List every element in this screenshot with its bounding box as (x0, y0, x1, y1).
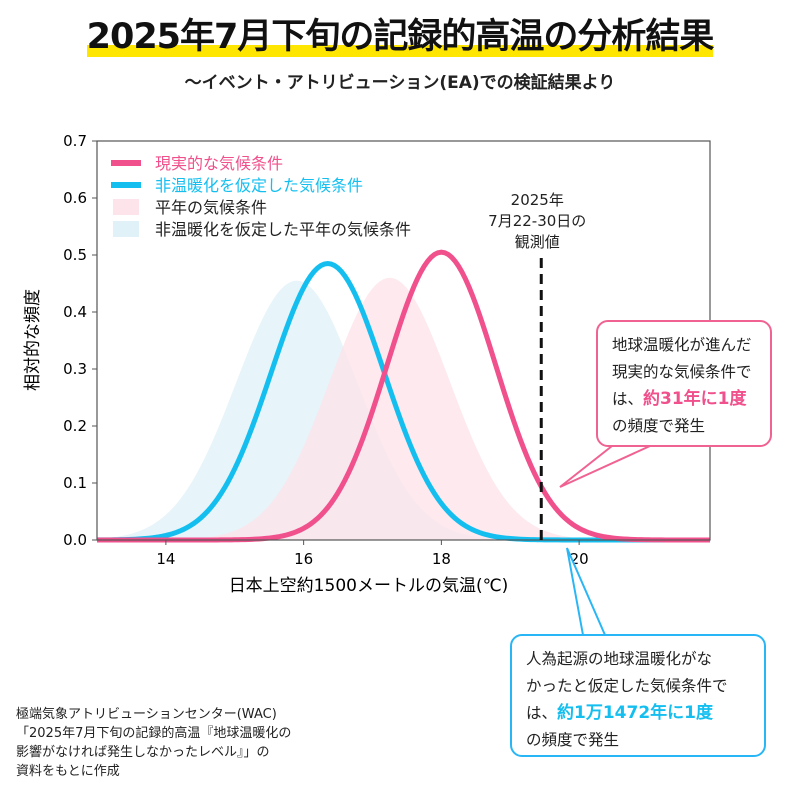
title-text: 2025年7月下旬の記録的高温の分析結果 (86, 17, 714, 57)
source-line: 資料をもとに作成 (16, 764, 120, 779)
y-tick-label: 0.4 (63, 303, 87, 321)
legend-label: 現実的な気候条件 (155, 154, 283, 173)
legend-label: 非温暖化を仮定した平年の気候条件 (155, 220, 411, 239)
source-line: 極端気象アトリビューションセンター(WAC) (16, 707, 277, 722)
x-tick-label: 18 (432, 550, 451, 568)
area-series (97, 277, 710, 540)
observed-label: 観測値 (515, 233, 560, 251)
legend-swatch (111, 182, 141, 188)
legend-swatch (111, 160, 141, 166)
source-line: 「2025年7月下旬の記録的高温『地球温暖化の (16, 726, 292, 741)
y-axis-label: 相対的な頻度 (23, 289, 43, 391)
callout-line: かったと仮定した気候条件で (526, 677, 728, 695)
subtitle: 〜イベント・アトリビューション(EA)での検証結果より (184, 73, 616, 93)
y-tick-label: 0.6 (63, 189, 87, 207)
callout-suffix: の頻度で発生 (526, 731, 620, 749)
callout-line: 地球温暖化が進んだ (612, 336, 752, 354)
legend-label: 非温暖化を仮定した気候条件 (155, 176, 363, 195)
page-title: 2025年7月下旬の記録的高温の分析結果 (0, 8, 800, 59)
source-note: 極端気象アトリビューションセンター(WAC) 「2025年7月下旬の記録的高温『… (16, 705, 291, 781)
callout-actual-tail (559, 445, 651, 488)
callout-line: 現実的な気候条件で (612, 363, 752, 381)
y-tick-label: 0.0 (63, 531, 87, 549)
callout-prefix: は、 (526, 704, 558, 722)
callout-nonwarming-tail (566, 547, 606, 636)
y-tick-label: 0.1 (63, 474, 87, 492)
legend-swatch (113, 221, 139, 237)
observed-label: 2025年 (511, 191, 564, 209)
x-tick-label: 16 (294, 550, 313, 568)
y-tick-label: 0.7 (63, 132, 87, 150)
y-tick-label: 0.5 (63, 246, 87, 264)
callout-highlight: 約31年に1度 (643, 389, 747, 409)
callout-nonwarming: 人為起源の地球温暖化がな かったと仮定した気候条件で は、約1万1472年に1度… (510, 634, 766, 757)
x-tick-label: 14 (156, 550, 175, 568)
observed-label: 7月22-30日の (488, 212, 586, 230)
legend-swatch (113, 199, 139, 215)
area-series (97, 280, 710, 540)
callout-line: 人為起源の地球温暖化がな (526, 650, 713, 668)
y-tick-label: 0.2 (63, 417, 87, 435)
source-line: 影響がなければ発生しなかったレベル』」の (16, 745, 270, 760)
callout-suffix: の頻度で発生 (612, 417, 706, 435)
y-tick-label: 0.3 (63, 360, 87, 378)
callout-prefix: は、 (612, 390, 644, 408)
callout-highlight: 約1万1472年に1度 (557, 703, 713, 723)
legend-label: 平年の気候条件 (155, 198, 267, 217)
x-axis-label: 日本上空約1500メートルの気温(℃) (229, 576, 509, 596)
callout-actual: 地球温暖化が進んだ 現実的な気候条件で は、約31年に1度 の頻度で発生 (596, 320, 772, 447)
